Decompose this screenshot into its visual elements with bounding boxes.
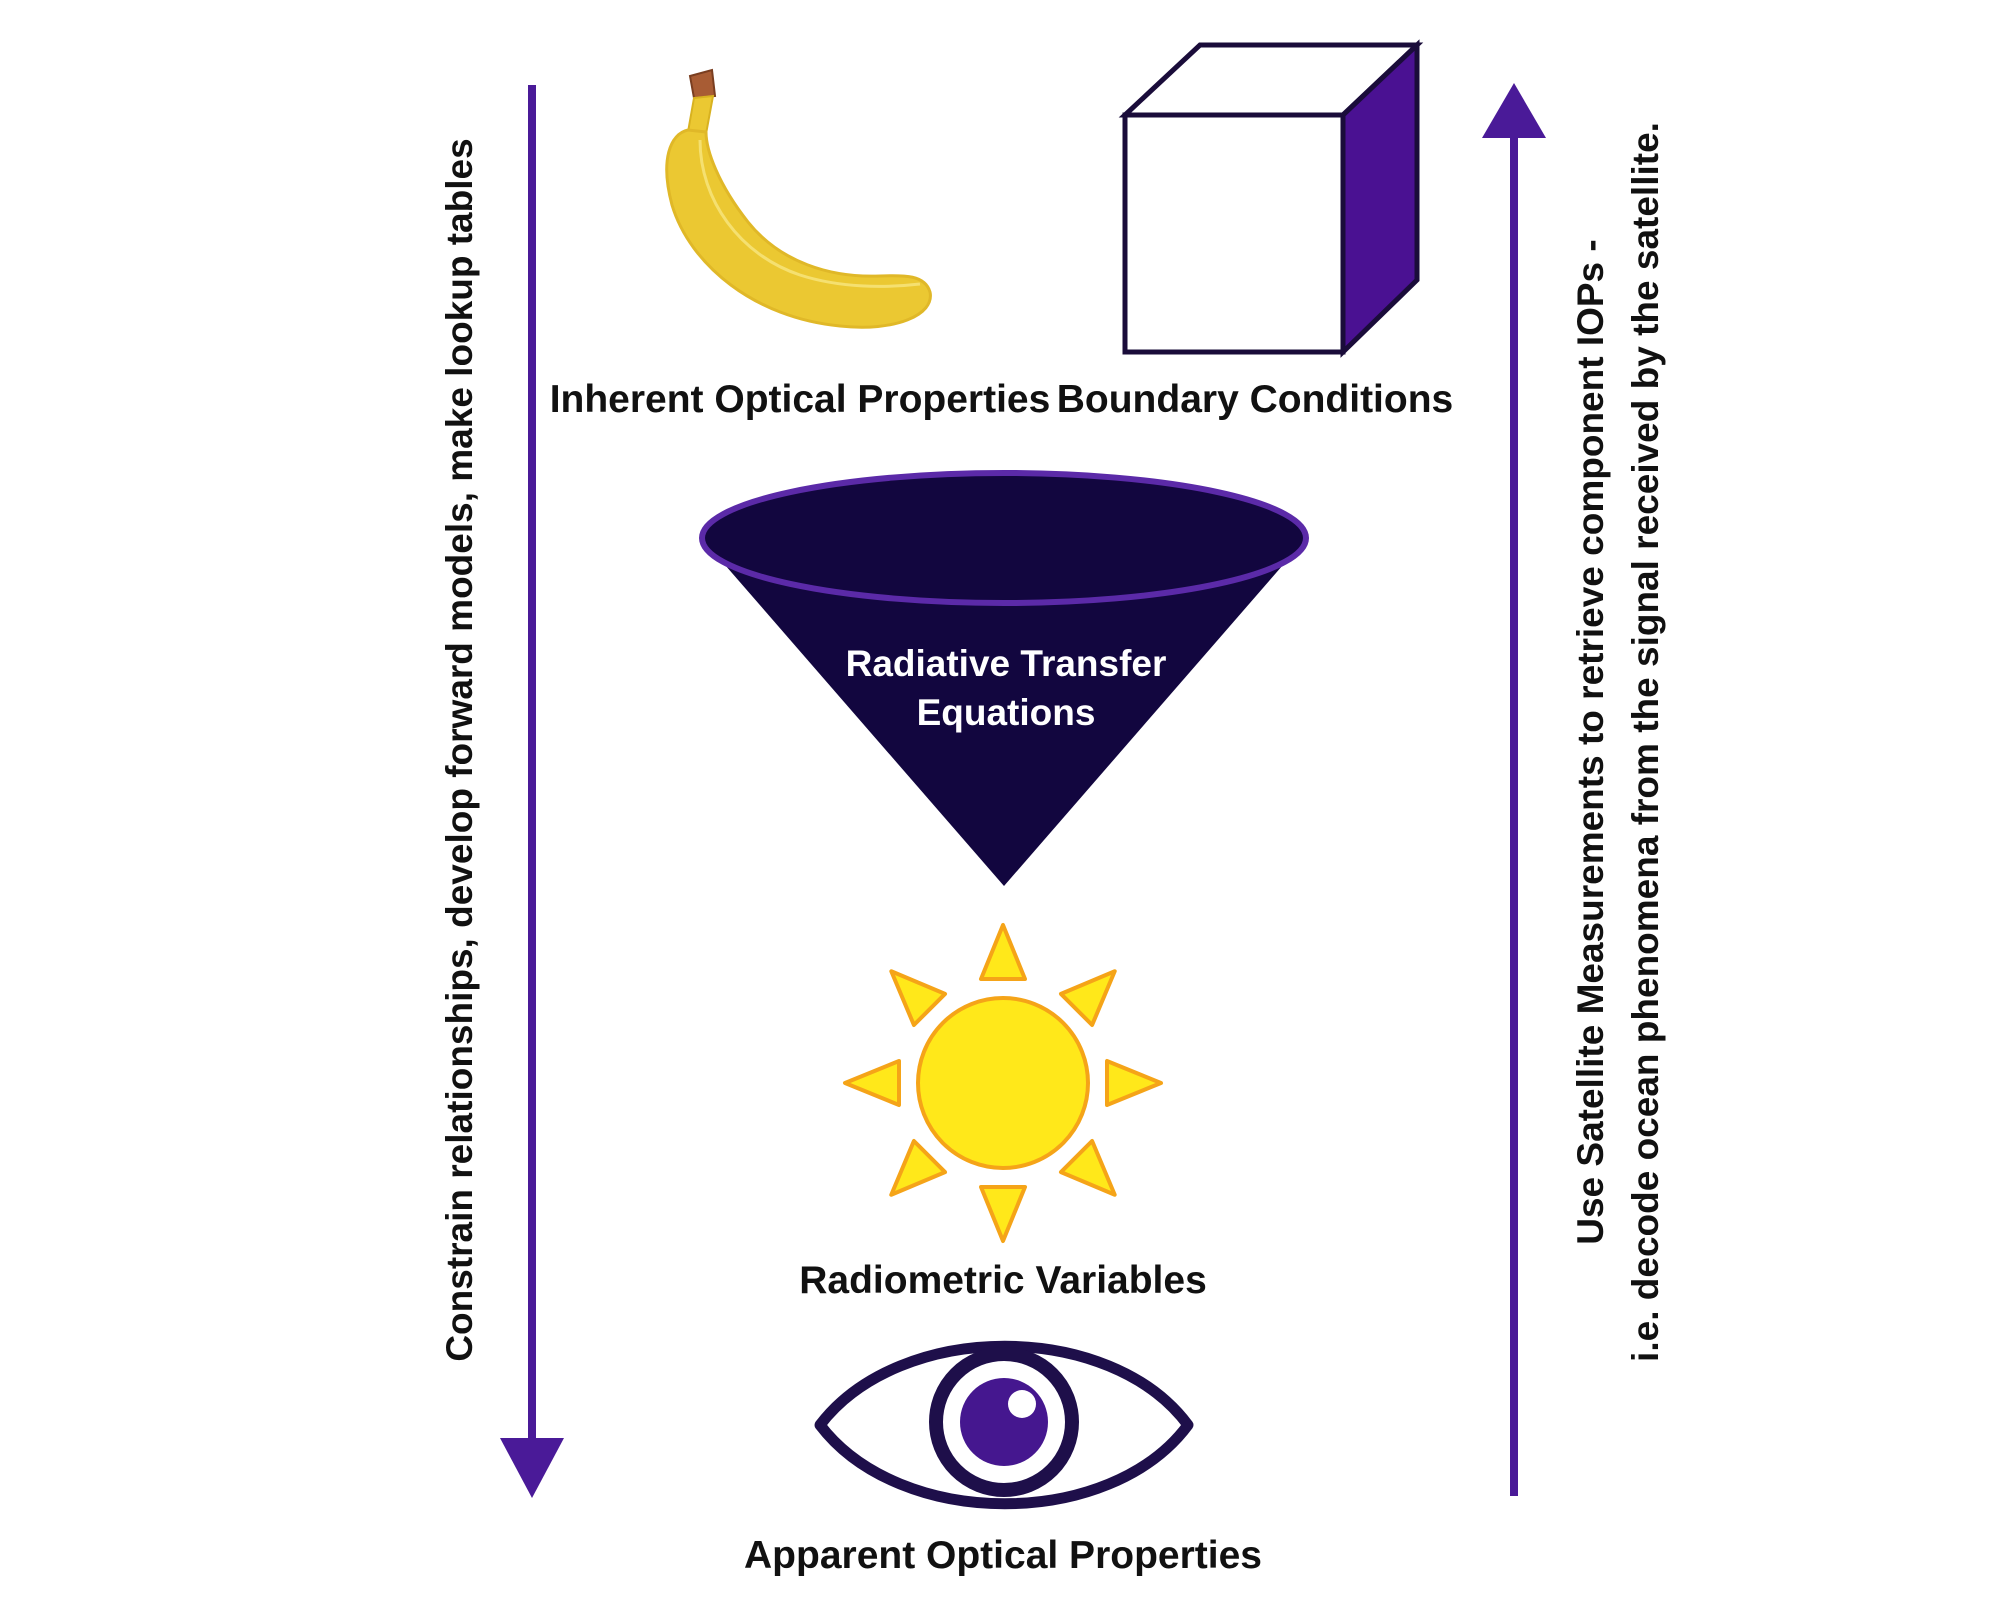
- rte-label-line2: Equations: [917, 692, 1096, 733]
- left-arrow-caption: Constrain relationships, develop forward…: [439, 138, 480, 1361]
- up-arrow: [1482, 83, 1546, 1496]
- banana-body: [665, 128, 932, 329]
- sun-ray-ne: [1058, 969, 1117, 1028]
- sun-ray-w: [843, 1059, 901, 1107]
- funnel-cone: [712, 550, 1296, 886]
- aop-label: Apparent Optical Properties: [744, 1534, 1262, 1577]
- down-arrow: [500, 85, 564, 1498]
- cube-icon: [1118, 39, 1424, 358]
- sun-ray-e: [1105, 1059, 1163, 1107]
- right-arrow-caption-line1: Use Satellite Measurements to retrieve c…: [1570, 239, 1611, 1245]
- boundary-label: Boundary Conditions: [1057, 378, 1453, 421]
- radiometric-label: Radiometric Variables: [799, 1259, 1207, 1302]
- cube-front-face: [1122, 112, 1346, 355]
- eye-icon: [814, 1340, 1194, 1510]
- right-arrow-caption-line2: i.e. decode ocean phenomena from the sig…: [1625, 122, 1666, 1362]
- eye-iris: [960, 1378, 1048, 1466]
- sun-icon: [843, 923, 1163, 1243]
- eye-highlight: [1008, 1390, 1036, 1418]
- banana-icon: [665, 68, 932, 329]
- iop-label: Inherent Optical Properties: [550, 378, 1051, 421]
- down-arrow-shaft: [528, 85, 536, 1460]
- funnel-icon: [699, 470, 1309, 886]
- sun-ray-se: [1058, 1138, 1117, 1197]
- banana-neck: [686, 94, 715, 136]
- banana-stem: [688, 68, 717, 100]
- down-arrow-head: [500, 1438, 564, 1498]
- sun-ray-sw: [889, 1138, 948, 1197]
- sun-ray-nw: [889, 969, 948, 1028]
- sun-ray-n: [979, 923, 1027, 981]
- banana-ridge: [698, 139, 921, 288]
- funnel-rim: [699, 470, 1309, 606]
- rte-label-line1: Radiative Transfer: [846, 643, 1167, 684]
- up-arrow-head: [1482, 83, 1546, 138]
- up-arrow-shaft: [1510, 128, 1518, 1496]
- sun-ray-s: [979, 1185, 1027, 1243]
- sun-disc: [916, 996, 1090, 1170]
